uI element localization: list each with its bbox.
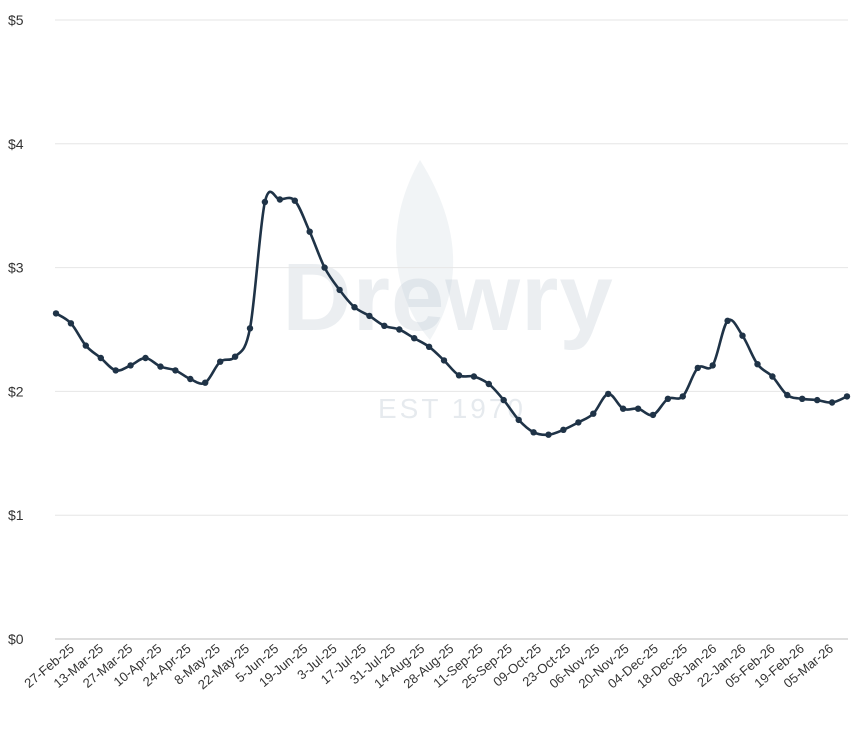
flame-logo-icon (396, 160, 454, 340)
data-point (425, 343, 433, 350)
y-tick-label: $5 (8, 12, 24, 28)
data-point (515, 416, 522, 424)
data-point (172, 367, 179, 374)
data-point (276, 196, 284, 203)
watermark-est: EST 1970 (378, 393, 526, 424)
data-point (261, 198, 269, 206)
data-point (321, 264, 328, 271)
data-point (739, 332, 746, 339)
data-point (619, 405, 627, 412)
data-point (381, 322, 388, 329)
drewry-watermark: Drewry EST 1970 (282, 160, 614, 424)
data-point (754, 361, 761, 368)
data-point (560, 426, 567, 433)
data-point (217, 358, 224, 365)
data-point (799, 395, 806, 402)
data-point (440, 357, 448, 364)
gridlines (55, 19, 848, 516)
data-point (97, 354, 105, 362)
y-tick-label: $3 (8, 260, 24, 276)
data-point (500, 396, 507, 404)
data-point (605, 390, 612, 398)
data-point (411, 335, 418, 342)
y-axis-ticks: $0 $1 $2 $3 $4 $5 (8, 12, 24, 647)
data-point (127, 362, 134, 369)
data-point (590, 410, 597, 417)
data-point (231, 353, 239, 360)
data-point (784, 391, 791, 399)
y-tick-label: $2 (8, 383, 24, 399)
y-tick-label: $0 (8, 631, 24, 647)
data-point (52, 310, 60, 317)
data-points (52, 196, 851, 438)
data-point (634, 405, 642, 412)
data-point (336, 286, 343, 294)
data-point (814, 396, 821, 404)
data-point (246, 325, 254, 332)
data-point (202, 379, 209, 386)
data-point (351, 304, 358, 311)
data-point (530, 429, 537, 436)
watermark-brand: Drewry (282, 244, 614, 351)
data-point (545, 431, 552, 438)
data-point (649, 411, 657, 419)
data-point (306, 228, 313, 235)
y-tick-label: $4 (8, 136, 24, 152)
data-point (157, 363, 164, 370)
data-point (843, 393, 851, 400)
data-point (694, 364, 701, 372)
data-point (679, 393, 686, 400)
data-point (575, 419, 582, 426)
data-point (187, 375, 194, 383)
x-axis-ticks: 27-Feb-2513-Mar-2527-Mar-2510-Apr-2524-A… (21, 641, 836, 692)
data-point (366, 312, 373, 320)
data-point (396, 326, 403, 333)
y-tick-label: $1 (8, 507, 24, 523)
data-point (470, 373, 478, 380)
data-point (142, 354, 149, 362)
data-point (291, 197, 298, 204)
data-point (112, 367, 119, 374)
data-point (828, 399, 836, 406)
data-point (769, 373, 776, 380)
data-point (485, 380, 492, 388)
data-point (455, 372, 463, 379)
data-point (724, 317, 731, 324)
data-point (67, 320, 75, 327)
data-point (709, 362, 716, 369)
data-point (82, 342, 90, 349)
data-point (664, 395, 672, 402)
